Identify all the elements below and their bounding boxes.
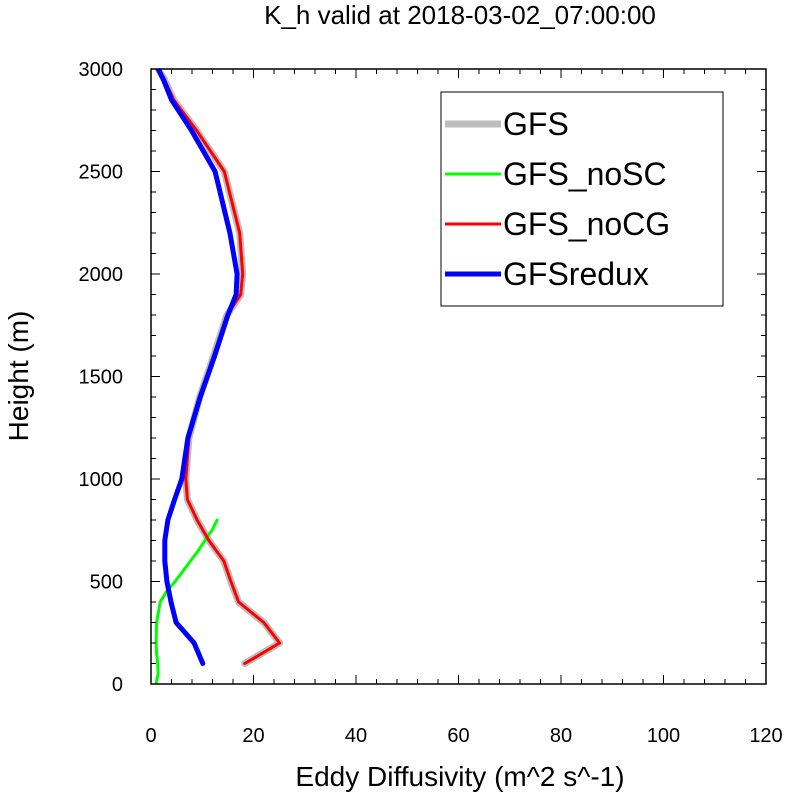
- x-tick-label: 20: [242, 725, 264, 747]
- x-tick-label: 60: [447, 725, 469, 747]
- series-line-gfsredux: [155, 69, 240, 666]
- series-lines: [154, 69, 284, 684]
- legend-label-gfs: GFS: [503, 106, 569, 142]
- x-tick-label: 40: [345, 725, 367, 747]
- series-line-gfs: [154, 69, 284, 667]
- x-tick-label: 100: [647, 725, 680, 747]
- x-tick-label: 0: [145, 725, 156, 747]
- legend: GFS GFS_noSC GFS_noCG GFSredux: [440, 91, 724, 307]
- y-axis-title: Height (m): [3, 311, 34, 442]
- chart-title: K_h valid at 2018-03-02_07:00:00: [264, 0, 656, 30]
- y-tick-label: 500: [90, 572, 123, 594]
- series-line-gfs-nosc: [154, 518, 219, 684]
- y-tick-label: 1500: [79, 367, 124, 389]
- axis-ticks: 0 20 40 60 80 100 120 0 500 1000 1500 2000 2500 3000: [79, 59, 783, 747]
- x-axis-title: Eddy Diffusivity (m^2 s^-1): [295, 761, 624, 792]
- legend-label-gfs-nosc: GFS_noSC: [503, 156, 667, 192]
- y-tick-label: 0: [112, 674, 123, 696]
- y-tick-label: 2500: [79, 162, 124, 184]
- y-tick-label: 3000: [79, 59, 124, 81]
- x-tick-label: 120: [749, 725, 782, 747]
- legend-label-gfs-nocg: GFS_noCG: [503, 206, 670, 242]
- legend-box: [440, 91, 724, 307]
- y-tick-label: 1000: [79, 469, 124, 491]
- y-tick-label: 2000: [79, 264, 124, 286]
- legend-label-gfsredux: GFSredux: [503, 256, 649, 292]
- x-tick-label: 80: [550, 725, 572, 747]
